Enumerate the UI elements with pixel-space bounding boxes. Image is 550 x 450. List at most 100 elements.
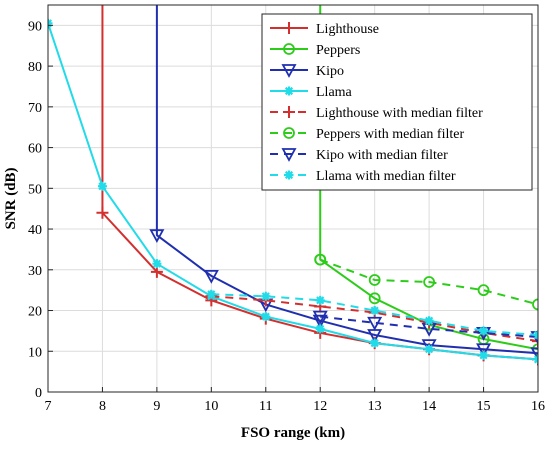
legend-label: Llama	[316, 85, 353, 100]
data-point	[532, 298, 538, 311]
y-tick-label: 20	[28, 305, 42, 320]
circle-marker	[314, 253, 327, 266]
data-point	[97, 181, 107, 191]
triangle-marker	[281, 148, 297, 162]
star-marker	[152, 259, 162, 269]
series-line	[319, 258, 538, 306]
x-tick-label: 8	[99, 399, 106, 414]
data-point	[312, 310, 328, 325]
data-point	[532, 335, 538, 348]
legend-item: Llama with median filter	[270, 169, 456, 184]
legend-label: Lighthouse with median filter	[316, 106, 483, 121]
triangle-marker	[367, 316, 383, 331]
x-tick-label: 16	[531, 399, 545, 414]
triangle-marker	[476, 343, 492, 358]
data-point	[370, 306, 380, 316]
plus-marker	[283, 106, 295, 118]
legend-item: Lighthouse	[270, 22, 379, 37]
legend-item: Kipo with median filter	[270, 148, 448, 163]
legend-box	[261, 13, 533, 191]
x-tick-label: 14	[422, 399, 436, 414]
x-tick-label: 13	[368, 399, 382, 414]
legend-label: Peppers	[316, 43, 360, 58]
star-marker	[315, 295, 325, 305]
star-marker	[284, 86, 294, 96]
triangle-marker	[149, 229, 165, 244]
circle-marker	[477, 284, 490, 297]
y-tick-label: 40	[28, 223, 42, 238]
x-tick-label: 10	[204, 399, 218, 414]
data-point	[530, 347, 538, 362]
legend-item: Kipo	[270, 64, 344, 79]
star-marker	[370, 338, 380, 348]
legend-item: Peppers with median filter	[270, 127, 464, 142]
data-point	[261, 312, 271, 322]
data-point	[368, 274, 381, 286]
data-point	[367, 316, 383, 331]
legend-marker	[281, 64, 297, 78]
series-llama-with-median-filter	[206, 289, 538, 340]
series-layer	[48, 5, 538, 366]
x-tick-label: 15	[477, 399, 491, 414]
x-tick-label: 9	[153, 399, 160, 414]
plus-marker	[283, 22, 295, 34]
triangle-marker	[203, 270, 219, 284]
x-tick-label: 12	[313, 399, 327, 414]
data-point	[315, 324, 325, 334]
legend-marker	[283, 43, 295, 55]
data-point	[479, 350, 489, 360]
star-marker	[424, 316, 434, 326]
data-point	[96, 206, 109, 219]
legend-label: Peppers with median filter	[316, 127, 464, 142]
star-marker	[206, 289, 216, 299]
legend-label: Lighthouse	[316, 22, 379, 37]
y-tick-label: 0	[35, 386, 42, 401]
star-marker	[479, 350, 489, 360]
circle-marker	[368, 292, 381, 305]
star-marker	[261, 291, 271, 301]
triangle-marker	[530, 347, 538, 362]
y-tick-label: 30	[28, 264, 42, 279]
x-axis-title: FSO range (km)	[241, 425, 345, 441]
series-line	[155, 5, 538, 355]
star-marker	[97, 181, 107, 191]
star-marker	[315, 324, 325, 334]
axis-ticks: 7 8 9 10 11 12 13 14 15 16 0 10 20 30 40 50 60 70 80 90	[28, 19, 545, 414]
star-marker	[479, 326, 489, 336]
y-tick-label: 10	[28, 345, 42, 360]
data-point	[149, 229, 165, 244]
legend-label: Llama with median filter	[316, 169, 456, 184]
data-point	[477, 284, 490, 297]
data-point	[261, 291, 271, 301]
data-point	[314, 253, 327, 266]
y-axis-title: SNR (dB)	[3, 167, 19, 229]
series-line	[48, 23, 538, 361]
data-point	[479, 326, 489, 336]
legend-item: Lighthouse with median filter	[270, 106, 483, 121]
x-tick-label: 7	[45, 399, 52, 414]
data-point	[315, 295, 325, 305]
data-point	[312, 314, 328, 329]
legend-marker	[284, 86, 294, 96]
legend-label: Kipo with median filter	[316, 148, 448, 163]
legend-marker	[283, 106, 295, 118]
star-marker	[261, 312, 271, 322]
series-line	[319, 5, 538, 351]
legend-item: Llama	[270, 85, 353, 100]
plot-frame	[47, 4, 539, 393]
x-tick-label: 11	[259, 399, 272, 414]
y-tick-label: 70	[28, 101, 42, 116]
data-point	[152, 259, 162, 269]
y-tick-label: 60	[28, 142, 42, 157]
circle-marker	[423, 276, 436, 288]
circle-marker	[283, 127, 295, 139]
circle-marker	[283, 43, 295, 55]
data-point	[370, 338, 380, 348]
data-point	[424, 344, 434, 354]
legend-item: Peppers	[270, 43, 360, 58]
data-point	[424, 316, 434, 326]
data-point	[423, 276, 436, 288]
triangle-marker	[312, 310, 328, 325]
